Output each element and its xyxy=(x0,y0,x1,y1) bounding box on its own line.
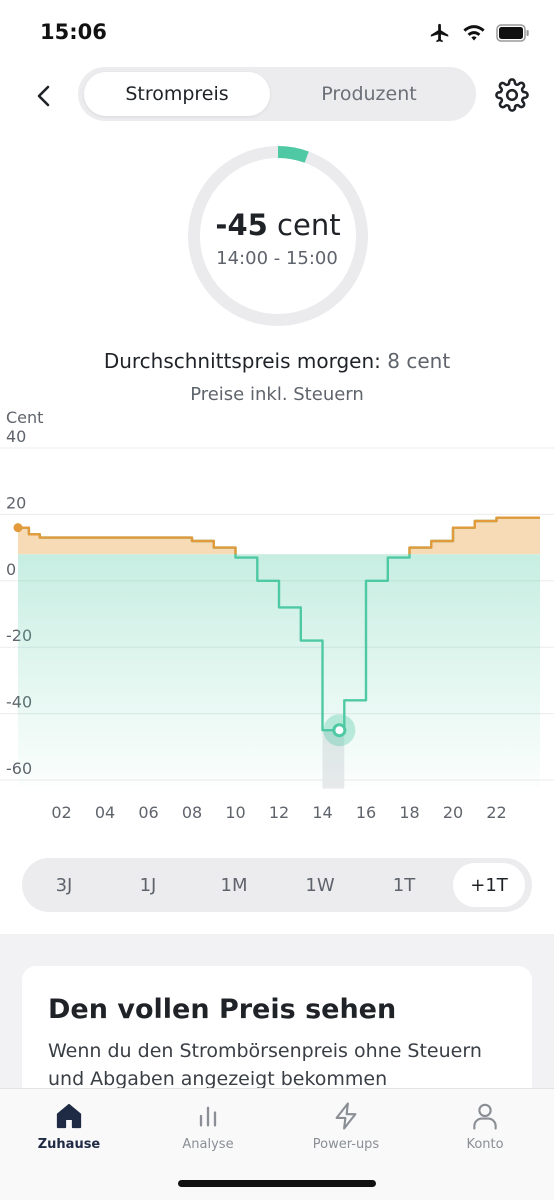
y-tick-label: 20 xyxy=(6,493,26,512)
current-price: -45 cent xyxy=(186,208,370,242)
tab-label-konto: Konto xyxy=(466,1137,504,1152)
x-tick-label: 02 xyxy=(51,803,71,822)
x-tick-label: 12 xyxy=(269,803,289,822)
bolt-icon xyxy=(335,1102,357,1130)
gear-icon xyxy=(495,78,529,112)
user-icon xyxy=(473,1103,497,1130)
back-button[interactable] xyxy=(22,74,66,118)
x-tick-label: 16 xyxy=(356,803,376,822)
range-plus-1t[interactable]: +1T xyxy=(453,863,525,907)
average-price-label: Durchschnittspreis morgen: xyxy=(103,349,381,373)
current-time-range: 14:00 - 15:00 xyxy=(216,248,338,269)
range-1w[interactable]: 1W xyxy=(305,874,335,896)
battery-icon xyxy=(496,24,529,42)
chevron-left-icon xyxy=(37,85,50,107)
current-price-value: -45 xyxy=(215,208,268,242)
range-selector: 3J 1J 1M 1W 1T +1T xyxy=(22,858,532,912)
x-tick-label: 10 xyxy=(225,803,245,822)
series-start-point xyxy=(13,523,23,533)
price-ring: -45 cent xyxy=(186,144,370,328)
selected-point xyxy=(332,723,347,738)
tax-note: Preise inkl. Steuern xyxy=(190,384,364,405)
bar-chart-icon xyxy=(199,1106,217,1127)
tab-label-power-ups: Power-ups xyxy=(312,1137,380,1152)
home-icon xyxy=(56,1103,82,1129)
status-bar: 15:06 xyxy=(0,0,554,64)
home-indicator xyxy=(178,1180,376,1187)
status-icons xyxy=(428,20,530,46)
price-ring-graphic xyxy=(188,146,368,326)
settings-button[interactable] xyxy=(490,73,534,117)
status-time: 15:06 xyxy=(40,20,107,44)
x-tick-label: 22 xyxy=(486,803,506,822)
tab-strompreis[interactable]: Strompreis xyxy=(84,72,270,116)
tab-label-zuhause: Zuhause xyxy=(37,1137,101,1152)
current-price-unit: cent xyxy=(277,208,341,242)
tab-power-ups[interactable]: Power-ups xyxy=(281,1099,411,1161)
x-tick-label: 20 xyxy=(443,803,463,822)
x-tick-label: 18 xyxy=(399,803,419,822)
x-tick-label: 04 xyxy=(95,803,115,822)
y-tick-label: 0 xyxy=(6,560,16,579)
tab-zuhause[interactable]: Zuhause xyxy=(4,1099,134,1161)
y-tick-label: 40 xyxy=(6,430,26,446)
promo-title: Den vollen Preis sehen xyxy=(48,994,397,1025)
range-1m[interactable]: 1M xyxy=(220,874,248,896)
y-axis-label: Cent xyxy=(6,408,44,427)
wifi-icon xyxy=(463,25,485,41)
price-line-above-average xyxy=(18,516,540,555)
average-price: Durchschnittspreis morgen: 8 cent xyxy=(0,349,554,373)
range-1j[interactable]: 1J xyxy=(139,874,157,896)
average-price-value: 8 cent xyxy=(387,349,451,373)
x-tick-label: 06 xyxy=(138,803,158,822)
range-1t[interactable]: 1T xyxy=(392,874,416,896)
segmented-control: Strompreis Produzent xyxy=(78,67,476,121)
tab-produzent[interactable]: Produzent xyxy=(321,83,417,105)
x-tick-label: 14 xyxy=(312,803,332,822)
x-tick-label: 08 xyxy=(182,803,202,822)
airplane-icon xyxy=(430,23,449,43)
promo-text: Wenn du den Strombörsenpreis ohne Steuer… xyxy=(48,1040,482,1090)
above-average-area xyxy=(18,517,540,555)
tab-konto[interactable]: Konto xyxy=(420,1099,550,1161)
tab-label-analyse: Analyse xyxy=(182,1137,234,1152)
tab-analyse[interactable]: Analyse xyxy=(143,1099,273,1161)
range-3j[interactable]: 3J xyxy=(55,874,73,896)
